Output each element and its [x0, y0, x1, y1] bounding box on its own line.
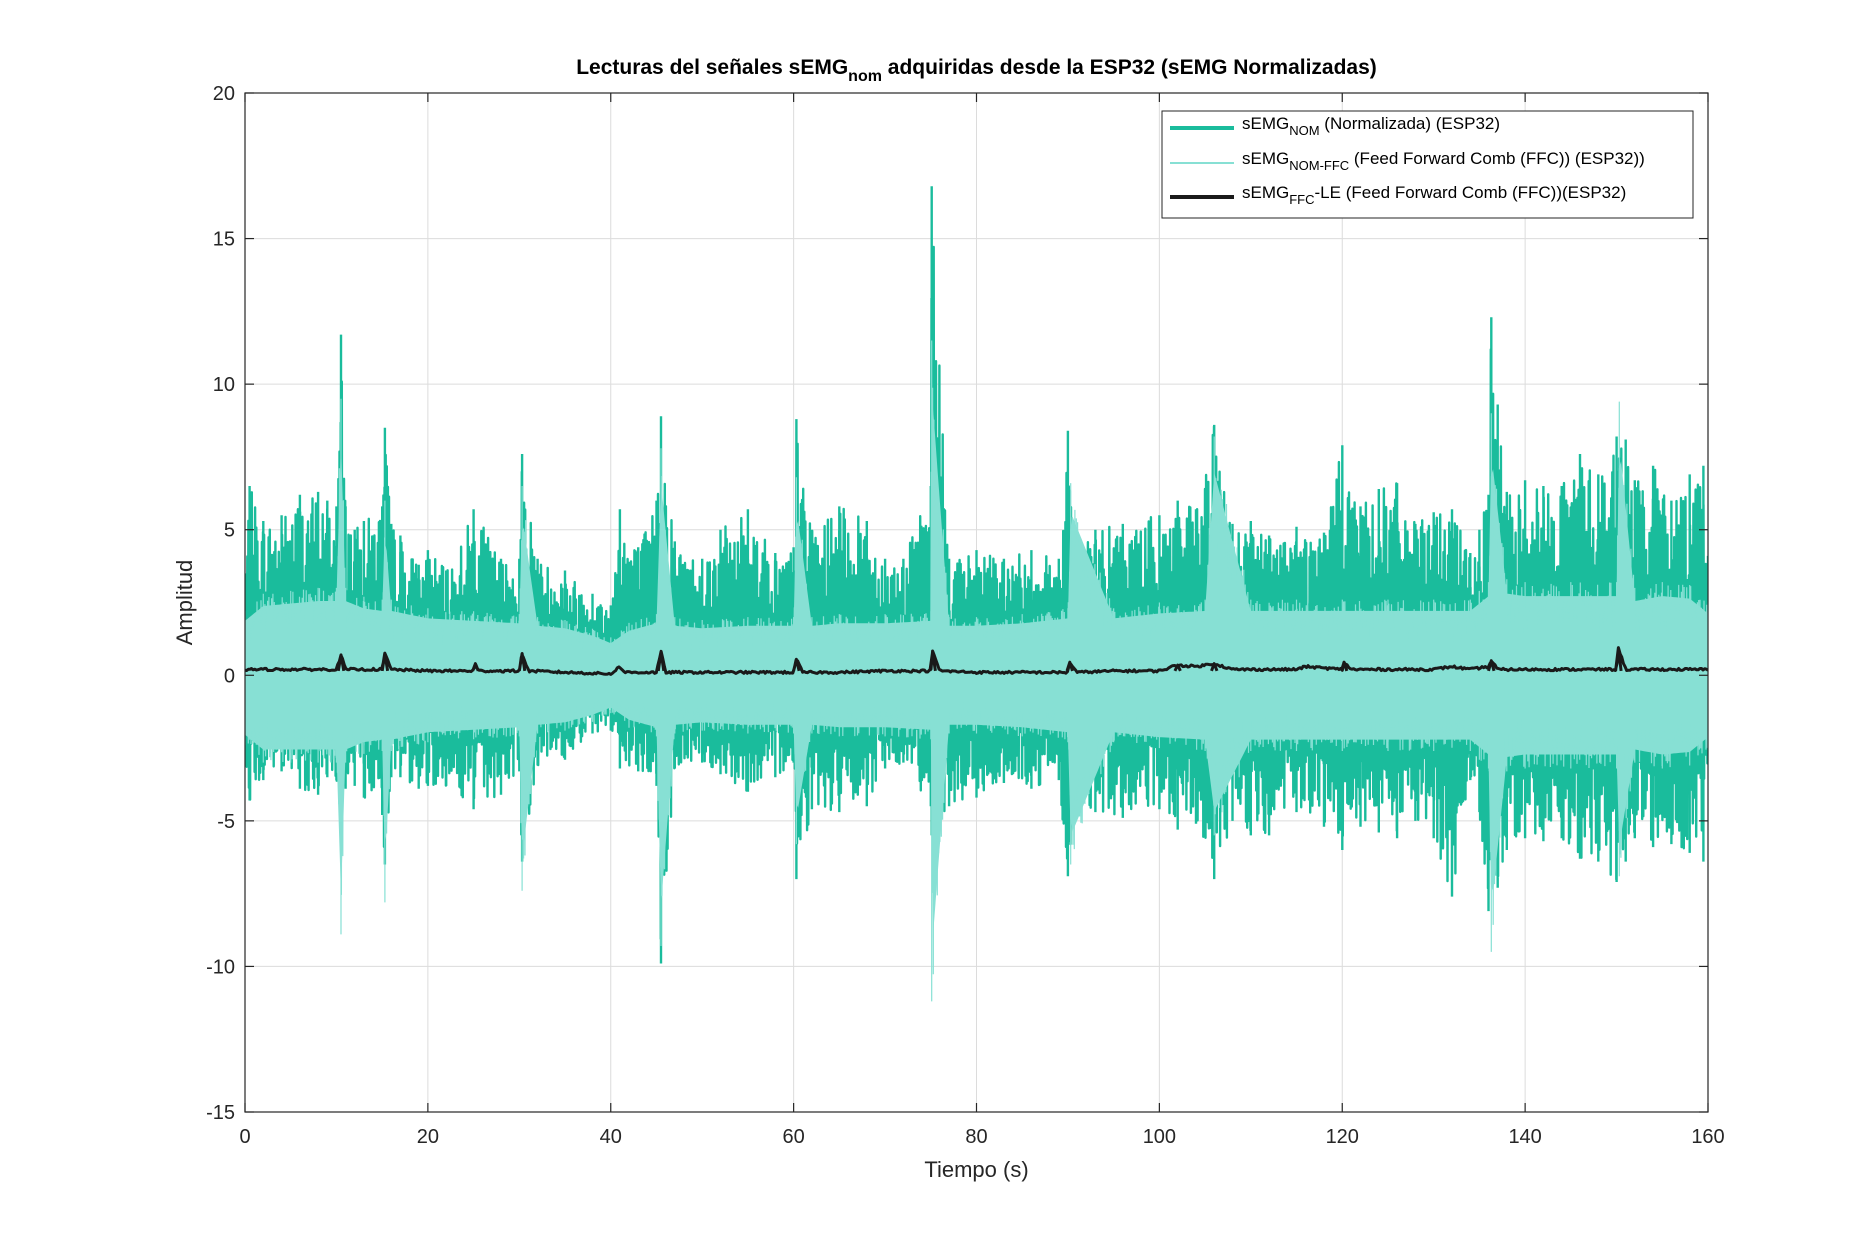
- series-ffc-line: [245, 340, 1708, 1002]
- x-tick-label-2: 40: [600, 1126, 622, 1148]
- y-tick-label-4: 5: [224, 520, 235, 542]
- chart-title-subscript: nom: [848, 68, 882, 85]
- y-axis-title: Amplitud: [172, 560, 197, 646]
- series-le-line: [245, 646, 1708, 676]
- y-tick-label-3: 0: [224, 665, 235, 687]
- y-tick-label-6: 15: [213, 229, 235, 251]
- legend-box: [1161, 110, 1694, 219]
- legend-entry-ffc-rest: (Feed Forward Comb (FFC)) (ESP32)): [1349, 149, 1645, 168]
- legend-entry-nom: sEMGNOM (Normalizada) (ESP32): [1242, 114, 1500, 138]
- y-tick-label-0: -15: [206, 1102, 235, 1124]
- x-tick-label-4: 80: [965, 1126, 987, 1148]
- legend-entry-nom-base: sEMG: [1242, 114, 1289, 133]
- legend-entry-le-sub: FFC: [1289, 192, 1314, 207]
- x-tick-label-6: 120: [1326, 1126, 1359, 1148]
- legend-entry-nom-rest: (Normalizada) (ESP32): [1320, 114, 1500, 133]
- legend-entry-ffc: sEMGNOM-FFC (Feed Forward Comb (FFC)) (E…: [1242, 149, 1645, 173]
- tick-layer: 0 20 40 60 80 100 120 140 160 -15 -10 -5 0 5 10 15 20: [206, 83, 1725, 1148]
- x-tick-label-3: 60: [783, 1126, 805, 1148]
- y-tick-label-1: -10: [206, 956, 235, 978]
- y-tick-label-7: 20: [213, 83, 235, 105]
- legend-entry-le-rest: -LE (Feed Forward Comb (FFC))(ESP32): [1315, 183, 1627, 202]
- y-tick-label-5: 10: [213, 374, 235, 396]
- legend-entry-le-base: sEMG: [1242, 183, 1289, 202]
- x-tick-label-7: 140: [1508, 1126, 1541, 1148]
- x-tick-label-0: 0: [239, 1126, 250, 1148]
- x-tick-label-8: 160: [1691, 1126, 1724, 1148]
- x-tick-label-1: 20: [417, 1126, 439, 1148]
- legend-entry-nom-sub: NOM: [1289, 123, 1319, 138]
- chart-title-prefix: Lecturas del señales sEMG: [576, 56, 848, 79]
- legend-entry-ffc-sub: NOM-FFC: [1289, 158, 1349, 173]
- chart-title: Lecturas del señales sEMGnom adquiridas …: [576, 56, 1377, 85]
- y-tick-label-2: -5: [217, 811, 235, 833]
- legend-entry-le: sEMGFFC-LE (Feed Forward Comb (FFC))(ESP…: [1242, 183, 1626, 207]
- data-layer: [245, 186, 1708, 1002]
- chart-title-suffix: adquiridas desde la ESP32 (sEMG Normaliz…: [882, 56, 1377, 79]
- x-tick-label-5: 100: [1143, 1126, 1176, 1148]
- legend-entry-ffc-base: sEMG: [1242, 149, 1289, 168]
- x-axis-title: Tiempo (s): [924, 1157, 1028, 1182]
- legend: sEMGNOM (Normalizada) (ESP32) sEMGNOM-FF…: [1161, 110, 1694, 219]
